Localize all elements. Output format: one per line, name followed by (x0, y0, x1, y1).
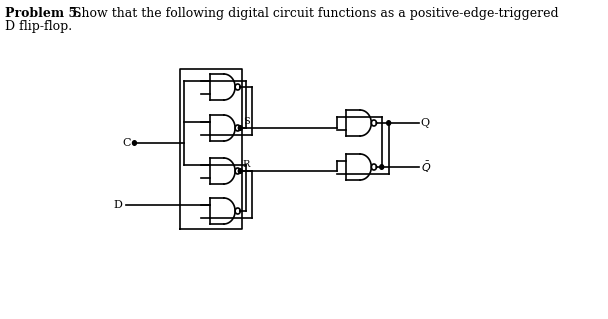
Text: D flip-flop.: D flip-flop. (5, 20, 72, 33)
Text: C: C (122, 138, 131, 148)
Polygon shape (133, 141, 136, 145)
Text: D: D (114, 199, 122, 210)
Polygon shape (238, 169, 243, 173)
Text: Problem 5.: Problem 5. (5, 7, 81, 20)
Text: $\bar{Q}$: $\bar{Q}$ (421, 160, 431, 174)
Text: Show that the following digital circuit functions as a positive-edge-triggered: Show that the following digital circuit … (65, 7, 559, 20)
Text: Q: Q (421, 118, 430, 128)
Text: R: R (243, 160, 250, 169)
Polygon shape (238, 126, 243, 130)
Polygon shape (380, 165, 384, 169)
Polygon shape (387, 121, 391, 125)
Text: S: S (243, 117, 250, 126)
